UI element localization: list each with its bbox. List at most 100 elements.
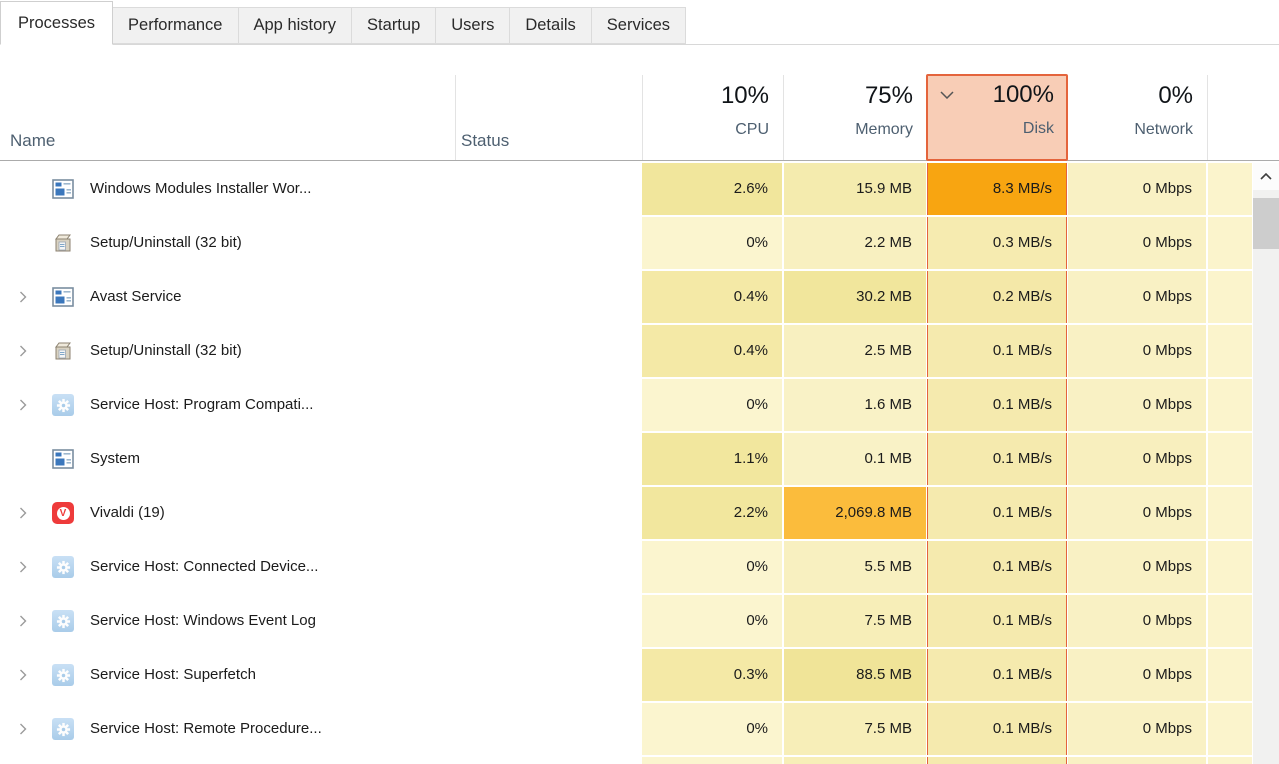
row-filler-cell bbox=[1208, 163, 1252, 215]
tab-label: Services bbox=[606, 16, 671, 34]
column-header-memory[interactable]: 75% Memory bbox=[783, 75, 927, 160]
gear-icon bbox=[52, 610, 74, 632]
tab-app-history[interactable]: App history bbox=[237, 7, 353, 44]
vertical-scrollbar[interactable] bbox=[1253, 163, 1279, 764]
row-filler-cell bbox=[1208, 649, 1252, 701]
network-cell: 0 Mbps bbox=[1068, 541, 1206, 593]
column-header-name[interactable]: Name bbox=[10, 131, 56, 150]
tab-label: Details bbox=[525, 16, 576, 34]
column-divider bbox=[783, 75, 784, 160]
tab-performance[interactable]: Performance bbox=[112, 7, 239, 44]
row-filler-cell bbox=[1208, 217, 1252, 269]
table-row[interactable]: Setup/Uninstall (32 bit) 0% 2.2 MB 0.3 M… bbox=[0, 217, 1279, 271]
tab-label: Users bbox=[451, 16, 495, 34]
row-filler-cell bbox=[1208, 379, 1252, 431]
gear-icon bbox=[52, 556, 74, 578]
table-row[interactable]: Avast Service 0.4% 30.2 MB 0.2 MB/s 0 Mb… bbox=[0, 271, 1279, 325]
cpu-cell: 0.4% bbox=[642, 271, 782, 323]
column-header-disk[interactable]: 100% Disk bbox=[926, 74, 1068, 161]
cpu-total-percent: 10% bbox=[720, 82, 769, 109]
network-cell: 0 Mbps bbox=[1068, 595, 1206, 647]
scrollbar-thumb[interactable] bbox=[1253, 198, 1279, 249]
cpu-cell: 0% bbox=[642, 595, 782, 647]
table-row[interactable]: Service Host: Program Compati... 0% 1.6 … bbox=[0, 379, 1279, 433]
exe-icon bbox=[52, 286, 74, 308]
table-row[interactable]: V Vivaldi (19) 2.2% 2,069.8 MB 0.1 MB/s … bbox=[0, 487, 1279, 541]
memory-cell: 7.5 MB bbox=[784, 703, 926, 755]
tab-bar: Processes Performance App history Startup Us… bbox=[0, 0, 1279, 45]
tab-startup[interactable]: Startup bbox=[351, 7, 437, 44]
expand-chevron-icon[interactable] bbox=[16, 723, 30, 735]
tab-label: Performance bbox=[128, 16, 223, 34]
row-filler-cell bbox=[1208, 433, 1252, 485]
gear-icon bbox=[52, 718, 74, 740]
network-cell: 0 Mbps bbox=[1068, 325, 1206, 377]
expand-chevron-icon[interactable] bbox=[16, 291, 30, 303]
cpu-cell: 0.4% bbox=[642, 325, 782, 377]
status-cell bbox=[455, 541, 642, 593]
process-name-cell: V bbox=[0, 757, 455, 764]
table-row[interactable]: V bbox=[0, 757, 1279, 764]
row-filler-cell bbox=[1208, 541, 1252, 593]
memory-cell: 15.9 MB bbox=[784, 163, 926, 215]
status-cell bbox=[455, 433, 642, 485]
column-header-cpu[interactable]: 10% CPU bbox=[642, 75, 783, 160]
process-name: Service Host: Remote Procedure... bbox=[90, 720, 322, 737]
process-name-cell: Setup/Uninstall (32 bit) bbox=[0, 325, 455, 377]
column-header-status[interactable]: Status bbox=[461, 131, 510, 150]
network-column-label: Network bbox=[1134, 121, 1193, 138]
column-header-network[interactable]: 0% Network bbox=[1067, 75, 1207, 160]
sort-descending-icon bbox=[940, 86, 954, 104]
row-filler-cell bbox=[1208, 325, 1252, 377]
memory-cell: 30.2 MB bbox=[784, 271, 926, 323]
expand-chevron-icon[interactable] bbox=[16, 615, 30, 627]
expand-chevron-icon[interactable] bbox=[16, 507, 30, 519]
table-row[interactable]: Windows Modules Installer Wor... 2.6% 15… bbox=[0, 163, 1279, 217]
expand-chevron-icon[interactable] bbox=[16, 669, 30, 681]
table-row[interactable]: Service Host: Windows Event Log 0% 7.5 M… bbox=[0, 595, 1279, 649]
status-cell bbox=[455, 757, 642, 764]
disk-total-percent: 100% bbox=[992, 81, 1054, 108]
process-name: Service Host: Windows Event Log bbox=[90, 612, 316, 629]
disk-cell: 0.2 MB/s bbox=[927, 271, 1067, 323]
memory-cell: 2,069.8 MB bbox=[784, 487, 926, 539]
expand-chevron-icon[interactable] bbox=[16, 399, 30, 411]
disk-cell: 0.1 MB/s bbox=[927, 541, 1067, 593]
scroll-up-button[interactable] bbox=[1253, 163, 1279, 190]
memory-cell: 1.6 MB bbox=[784, 379, 926, 431]
disk-cell: 0.1 MB/s bbox=[927, 433, 1067, 485]
cpu-cell: 2.6% bbox=[642, 163, 782, 215]
process-name-cell: Service Host: Remote Procedure... bbox=[0, 703, 455, 755]
network-cell: 0 Mbps bbox=[1068, 487, 1206, 539]
network-cell: 0 Mbps bbox=[1068, 649, 1206, 701]
tab-processes[interactable]: Processes bbox=[0, 1, 114, 45]
tab-label: Processes bbox=[18, 13, 96, 32]
process-name-cell: Service Host: Windows Event Log bbox=[0, 595, 455, 647]
tab-details[interactable]: Details bbox=[509, 7, 592, 44]
cpu-cell: 0% bbox=[642, 379, 782, 431]
row-filler-cell bbox=[1208, 703, 1252, 755]
table-row[interactable]: Setup/Uninstall (32 bit) 0.4% 2.5 MB 0.1… bbox=[0, 325, 1279, 379]
table-row[interactable]: Service Host: Remote Procedure... 0% 7.5… bbox=[0, 703, 1279, 757]
cpu-cell: 1.1% bbox=[642, 433, 782, 485]
table-row[interactable]: System 1.1% 0.1 MB 0.1 MB/s 0 Mbps bbox=[0, 433, 1279, 487]
column-divider bbox=[1207, 75, 1208, 160]
memory-cell: 2.2 MB bbox=[784, 217, 926, 269]
disk-cell: 0.1 MB/s bbox=[927, 379, 1067, 431]
installer-icon bbox=[52, 340, 74, 362]
expand-chevron-icon[interactable] bbox=[16, 561, 30, 573]
tab-services[interactable]: Services bbox=[590, 7, 687, 44]
table-row[interactable]: Service Host: Connected Device... 0% 5.5… bbox=[0, 541, 1279, 595]
disk-cell: 0.1 MB/s bbox=[927, 649, 1067, 701]
installer-icon bbox=[52, 232, 74, 254]
status-cell bbox=[455, 217, 642, 269]
tab-users[interactable]: Users bbox=[435, 7, 511, 44]
gear-icon bbox=[52, 664, 74, 686]
status-cell bbox=[455, 595, 642, 647]
process-name-cell: Service Host: Program Compati... bbox=[0, 379, 455, 431]
cpu-cell: 2.2% bbox=[642, 487, 782, 539]
process-name-cell: Setup/Uninstall (32 bit) bbox=[0, 217, 455, 269]
expand-chevron-icon[interactable] bbox=[16, 345, 30, 357]
table-row[interactable]: Service Host: Superfetch 0.3% 88.5 MB 0.… bbox=[0, 649, 1279, 703]
